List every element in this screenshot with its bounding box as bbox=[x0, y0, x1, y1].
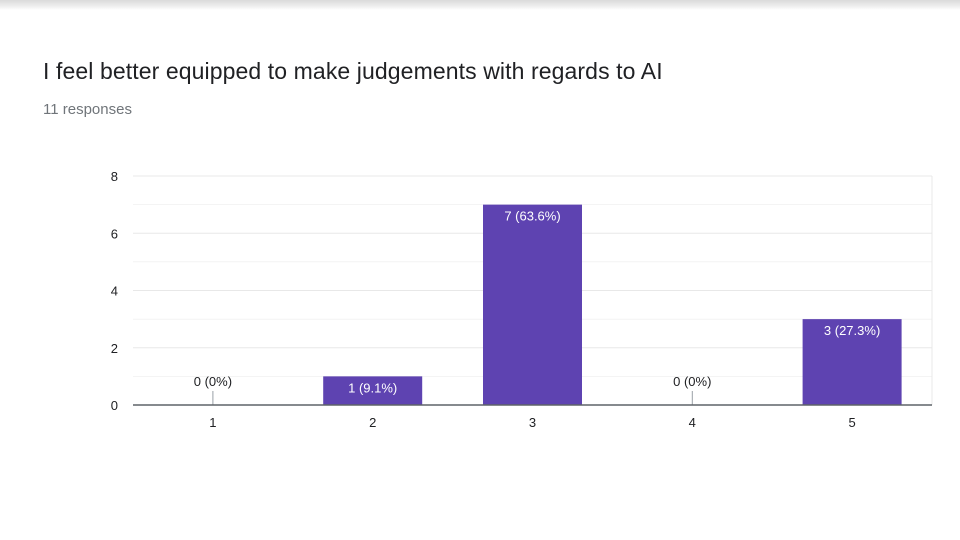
bar bbox=[802, 319, 902, 405]
bar-value-label: 0 (0%) bbox=[194, 374, 232, 389]
x-tick-label: 2 bbox=[369, 415, 376, 430]
x-tick-label: 5 bbox=[848, 415, 855, 430]
y-tick-label: 0 bbox=[111, 398, 118, 413]
bar-value-label: 3 (27.3%) bbox=[824, 323, 880, 338]
bar-value-label: 1 (9.1%) bbox=[348, 380, 397, 395]
y-tick-label: 4 bbox=[111, 284, 118, 299]
bar-value-label: 0 (0%) bbox=[673, 374, 711, 389]
x-tick-label: 1 bbox=[209, 415, 216, 430]
x-tick-label: 4 bbox=[689, 415, 696, 430]
x-tick-label: 3 bbox=[529, 415, 536, 430]
chart-card bbox=[0, 10, 960, 540]
bar bbox=[323, 376, 423, 405]
y-tick-label: 8 bbox=[111, 169, 118, 184]
question-title: I feel better equipped to make judgement… bbox=[43, 58, 663, 84]
y-tick-label: 2 bbox=[111, 341, 118, 356]
bar bbox=[483, 204, 582, 405]
top-shadow bbox=[0, 0, 960, 10]
bar-value-label: 7 (63.6%) bbox=[504, 209, 560, 224]
response-count: 11 responses bbox=[43, 101, 132, 118]
y-tick-label: 6 bbox=[111, 226, 118, 241]
